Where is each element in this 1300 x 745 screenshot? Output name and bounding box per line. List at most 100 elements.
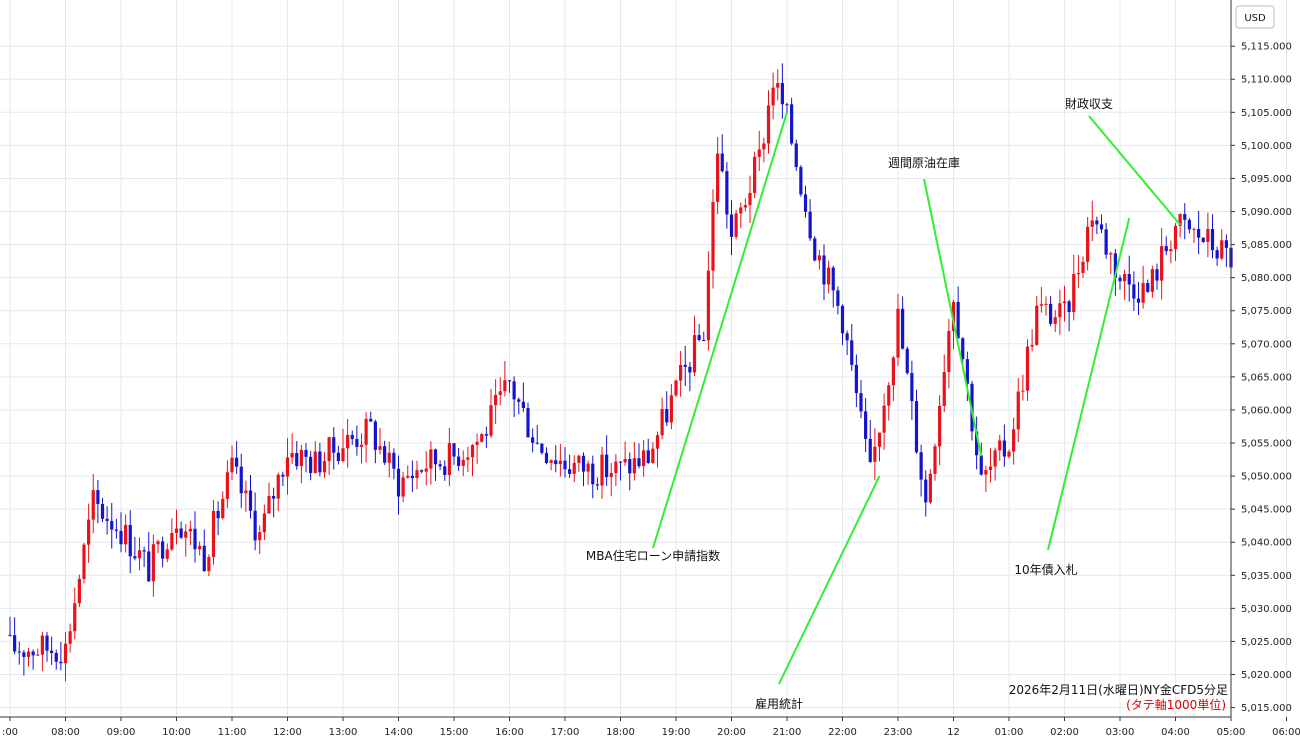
y-tick-label: 5,025.000 <box>1241 637 1292 648</box>
annotation-label: 財政収支 <box>1065 96 1113 111</box>
candle-body <box>674 380 678 396</box>
candle-body <box>272 495 276 499</box>
y-tick-label: 5,085.000 <box>1241 240 1292 251</box>
candle-body <box>979 455 983 475</box>
candle-body <box>59 661 63 664</box>
currency-label: USD <box>1244 13 1266 24</box>
x-tick-label: 16:00 <box>495 727 524 738</box>
candle-body <box>669 395 673 423</box>
x-tick-label: 12 <box>947 727 960 738</box>
annotation-line <box>652 112 788 549</box>
candle-body <box>568 469 572 474</box>
candle-body <box>1002 440 1006 457</box>
candle-body <box>447 443 451 475</box>
x-tick-label: 06:00 <box>1272 727 1300 738</box>
candle-body <box>623 459 627 463</box>
candle-body <box>961 338 965 360</box>
candle-body <box>762 143 766 150</box>
candle-body <box>975 431 979 456</box>
x-tick-label: 20:00 <box>717 727 746 738</box>
y-tick-label: 5,105.000 <box>1241 108 1292 119</box>
candle-body <box>239 466 243 494</box>
candle-body <box>489 405 493 436</box>
candle-body <box>235 457 239 467</box>
candle-body <box>424 468 428 472</box>
x-tick-label: :00 <box>2 727 18 738</box>
currency-badge[interactable] <box>1235 5 1275 29</box>
candle-body <box>591 463 595 485</box>
candle-body <box>586 463 590 472</box>
y-tick-label: 5,030.000 <box>1241 604 1292 615</box>
candle-body <box>665 408 669 423</box>
candle-body <box>410 475 414 479</box>
candle-body <box>313 451 317 473</box>
candle-body <box>836 290 840 306</box>
candle-body <box>1183 214 1187 220</box>
candle-body <box>956 301 960 339</box>
x-tick-label: 14:00 <box>384 727 413 738</box>
candle-body <box>780 83 784 105</box>
candle-body <box>803 194 808 212</box>
candle-body <box>933 446 937 474</box>
candle-body <box>554 460 558 465</box>
y-tick-label: 5,100.000 <box>1241 141 1292 152</box>
x-tick-label: 13:00 <box>329 727 358 738</box>
y-tick-label: 5,055.000 <box>1241 439 1292 450</box>
candle-body <box>1178 214 1182 226</box>
y-tick-label: 5,035.000 <box>1241 571 1292 582</box>
candle-body <box>1141 282 1145 303</box>
candle-body <box>378 446 382 450</box>
y-tick-label: 5,065.000 <box>1241 372 1292 383</box>
candle-body <box>369 418 373 422</box>
candle-body <box>87 519 91 545</box>
candle-body <box>739 207 743 214</box>
x-tick-label: 17:00 <box>551 727 580 738</box>
x-tick-label: 02:00 <box>1050 727 1079 738</box>
candle-body <box>813 238 817 261</box>
candle-body <box>1206 229 1210 242</box>
candle-body <box>179 528 183 538</box>
candle-body <box>1169 249 1173 252</box>
candle-body <box>692 335 697 373</box>
candle-body <box>359 444 364 447</box>
candle-body <box>614 461 618 474</box>
grid <box>0 0 1287 717</box>
candle-body <box>526 408 530 438</box>
candle-body <box>22 652 26 657</box>
candle-body <box>993 450 997 467</box>
candle-body <box>942 372 946 406</box>
candle-body <box>156 541 160 545</box>
y-tick-label: 5,110.000 <box>1241 75 1292 86</box>
candle-body <box>572 462 576 474</box>
candle-body <box>383 446 387 463</box>
y-tick-label: 5,060.000 <box>1241 405 1292 416</box>
candle-body <box>859 393 863 412</box>
candle-body <box>1021 390 1025 392</box>
candle-body <box>322 461 327 473</box>
candle-body <box>1123 274 1127 282</box>
chart-instrument-note: 2026年2月11日(水曜日)NY金CFD5分足 <box>1009 682 1228 697</box>
candle-body <box>1187 219 1191 230</box>
candle-body <box>1173 225 1178 250</box>
candle-body <box>1086 226 1090 262</box>
candle-body <box>1118 277 1122 282</box>
candle-body <box>854 364 858 394</box>
annotation-line <box>1088 115 1181 226</box>
candle-body <box>346 434 350 449</box>
candle-body <box>1201 237 1205 242</box>
candle-body <box>734 213 738 237</box>
candle-body <box>757 149 761 157</box>
candle-body <box>216 510 220 519</box>
candle-body <box>998 440 1002 451</box>
candle-body <box>1007 451 1011 457</box>
candle-body <box>905 348 909 374</box>
candle-body <box>1035 305 1039 345</box>
x-tick-label: 08:00 <box>51 727 80 738</box>
candle-body <box>8 634 12 636</box>
x-tick-label: 22:00 <box>828 727 857 738</box>
y-tick-label: 5,045.000 <box>1241 505 1292 516</box>
candle-body <box>105 518 109 521</box>
candle-body <box>475 441 479 445</box>
candle-body <box>753 156 757 193</box>
